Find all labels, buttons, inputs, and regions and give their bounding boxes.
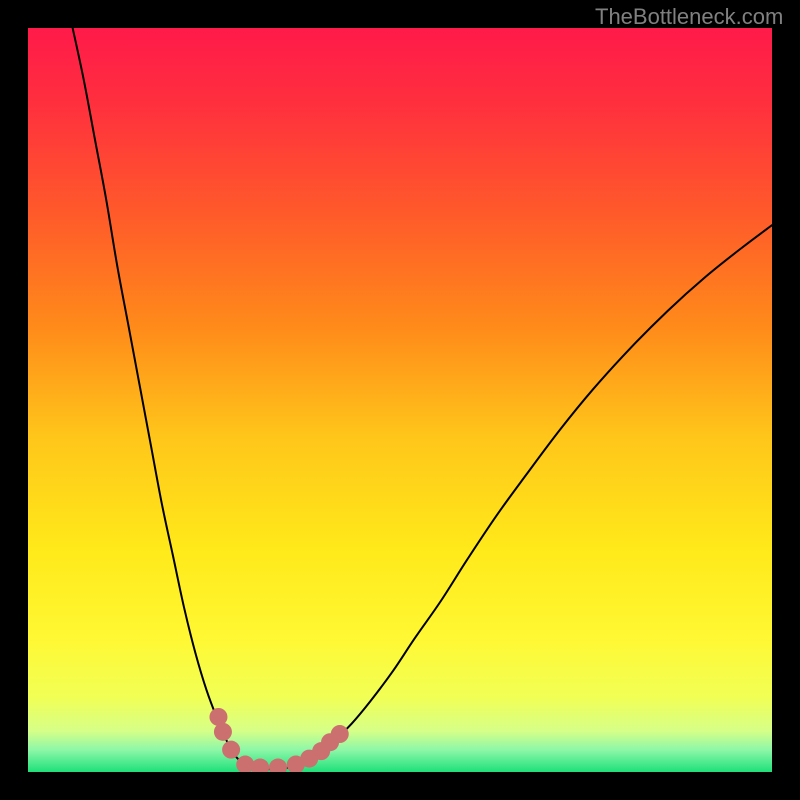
- plot-area: [28, 28, 772, 772]
- highlight-marker: [331, 725, 349, 743]
- watermark-text: TheBottleneck.com: [595, 4, 783, 30]
- highlight-marker: [222, 741, 240, 759]
- highlight-marker: [214, 723, 232, 741]
- chart-svg: [28, 28, 772, 772]
